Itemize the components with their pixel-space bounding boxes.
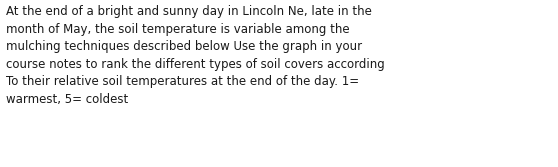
Text: At the end of a bright and sunny day in Lincoln Ne, late in the
month of May, th: At the end of a bright and sunny day in …: [6, 5, 384, 106]
